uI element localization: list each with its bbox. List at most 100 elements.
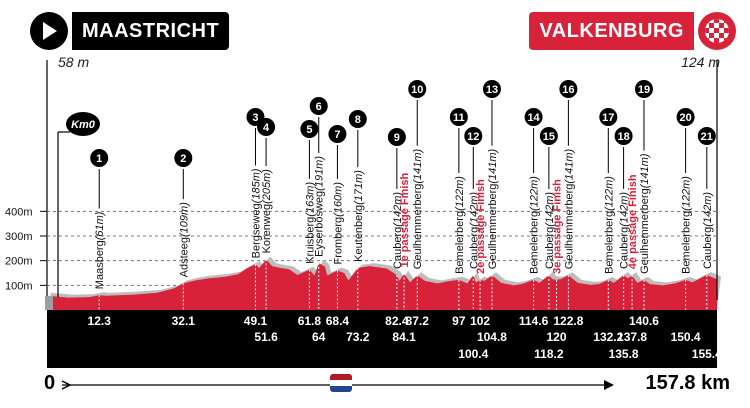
- climb-name: Keutenberg: [353, 205, 365, 262]
- km-label: 150.4: [671, 330, 701, 344]
- km0-badge: [66, 112, 100, 136]
- climb-name: Maasberg: [94, 240, 106, 289]
- climb-number: 21: [701, 131, 713, 143]
- climb-label: Cauberg(142m): [468, 192, 480, 269]
- netherlands-flag-icon: [330, 374, 352, 392]
- climb-number: 4: [263, 122, 270, 134]
- climb-number: 2: [180, 153, 186, 165]
- climb-altitude: (122m): [603, 176, 615, 211]
- climb-altitude: (141m): [487, 148, 499, 183]
- climb-number: 15: [543, 131, 555, 143]
- climb-label: Bemelerberg(122m): [454, 176, 466, 274]
- y-tick-label: 200m: [5, 256, 33, 268]
- climb-number: 20: [679, 112, 691, 124]
- climb-name: 3e passage Finish: [552, 179, 564, 274]
- climb-name: Bergseweg: [250, 203, 262, 258]
- km-label: 61.8: [298, 314, 322, 328]
- km-label: 122.8: [553, 314, 583, 328]
- finish-passage-label: 2e passage Finish: [475, 179, 487, 274]
- climb-name: Geulhemmerberg: [412, 184, 424, 270]
- km-label: 51.6: [254, 330, 278, 344]
- km-label: 114.6: [519, 314, 549, 328]
- km-label: 82.4: [385, 314, 409, 328]
- climb-altitude: (205m): [261, 169, 273, 204]
- climb-label: Geulhemmerberg(141m): [639, 153, 651, 274]
- climb-number: 6: [316, 101, 322, 113]
- climb-label: Adsteeg(109m): [178, 202, 190, 278]
- climb-number: 12: [467, 131, 479, 143]
- climb-altitude: (191m): [314, 156, 326, 191]
- climb-altitude: (142m): [468, 192, 480, 227]
- climb-altitude: (122m): [454, 176, 466, 211]
- km-label: 137.8: [617, 330, 647, 344]
- total-distance-label: 157.8 km: [645, 372, 730, 394]
- climb-label: Keutenberg(171m): [353, 170, 365, 262]
- climb-number-badge: [387, 128, 406, 146]
- climb-number-badge: [90, 149, 109, 167]
- km-label: 155.4: [692, 347, 722, 361]
- climb-number-badge: [174, 149, 193, 167]
- climb-name: Kruisberg: [304, 217, 316, 264]
- climb-altitude: (109m): [178, 202, 190, 237]
- climb-label: Bemelerberg(122m): [681, 176, 693, 274]
- climb-number-badge: [524, 108, 543, 126]
- climb-name: Bemelerberg: [603, 211, 615, 274]
- climb-number: 16: [562, 84, 574, 96]
- climb-label: Kruisberg(163m): [304, 182, 316, 264]
- km-label: 84.1: [392, 330, 416, 344]
- play-icon: [30, 12, 68, 50]
- climb-name: Fromberg: [332, 217, 344, 265]
- climb-number-badge: [634, 80, 653, 98]
- checkered-flag-icon: [698, 12, 736, 50]
- km-label: 118.2: [534, 347, 564, 361]
- climb-name: Cauberg: [544, 227, 556, 269]
- climb-number-badge: [449, 108, 468, 126]
- y-tick-label: 400m: [5, 206, 33, 218]
- climb-label: Bemelerberg(122m): [529, 176, 541, 274]
- climb-label: Cauberg(142m): [392, 192, 404, 269]
- climb-number: 14: [527, 112, 540, 124]
- finish-badge: VALKENBURG: [529, 12, 736, 50]
- climb-label: Maasberg(61m): [94, 211, 106, 289]
- climb-label: Korenweg(205m): [261, 169, 273, 254]
- climb-name: 2e passage Finish: [475, 179, 487, 274]
- start-badge: MAASTRICHT: [30, 12, 230, 50]
- climb-number-badge: [559, 80, 578, 98]
- climb-altitude: (141m): [412, 148, 424, 183]
- climb-altitude: (122m): [681, 176, 693, 211]
- distance-axis: 0 157.8 km: [0, 368, 750, 402]
- climb-number: 5: [306, 124, 312, 136]
- y-tick-label: 300m: [5, 231, 33, 243]
- finish-altitude: 124 m: [681, 54, 720, 70]
- climb-altitude: (185m): [250, 168, 262, 203]
- km-label: 97: [452, 314, 466, 328]
- climb-number-badge: [482, 80, 501, 98]
- climb-altitude: (141m): [639, 153, 651, 188]
- climb-name: Geulhemmerberg: [487, 184, 499, 270]
- climb-number: 8: [355, 114, 361, 126]
- climb-name: 4e passage Finish: [627, 174, 639, 269]
- finish-city: VALKENBURG: [529, 12, 694, 50]
- climb-label: Cauberg(142m): [702, 192, 714, 269]
- climb-label: Fromberg(160m): [332, 182, 344, 265]
- km-label: 73.2: [346, 330, 370, 344]
- climb-number-badge: [348, 110, 367, 128]
- distance-arrow: [61, 380, 614, 390]
- climb-number-badge: [539, 127, 558, 145]
- km-band: [47, 310, 717, 368]
- climb-label: Geulhemmerberg(141m): [412, 148, 424, 269]
- km-label: 12.3: [88, 314, 112, 328]
- climb-altitude: (171m): [353, 170, 365, 205]
- climb-number-badge: [697, 127, 716, 145]
- climb-name: 1e passage Finish: [399, 172, 411, 267]
- climb-name: Adsteeg: [178, 237, 190, 277]
- climb-number-badge: [614, 127, 633, 145]
- climb-number: 3: [252, 112, 258, 124]
- climb-number: 1: [96, 153, 102, 165]
- climb-number: 7: [334, 129, 340, 141]
- elevation-chart: 100m200m300m400mKm012.3Maasberg(61m)132.…: [5, 60, 722, 368]
- km-label: 64: [312, 330, 326, 344]
- climb-number-badge: [408, 80, 427, 98]
- climb-label: Bemelerberg(122m): [603, 176, 615, 274]
- climb-altitude: (122m): [529, 176, 541, 211]
